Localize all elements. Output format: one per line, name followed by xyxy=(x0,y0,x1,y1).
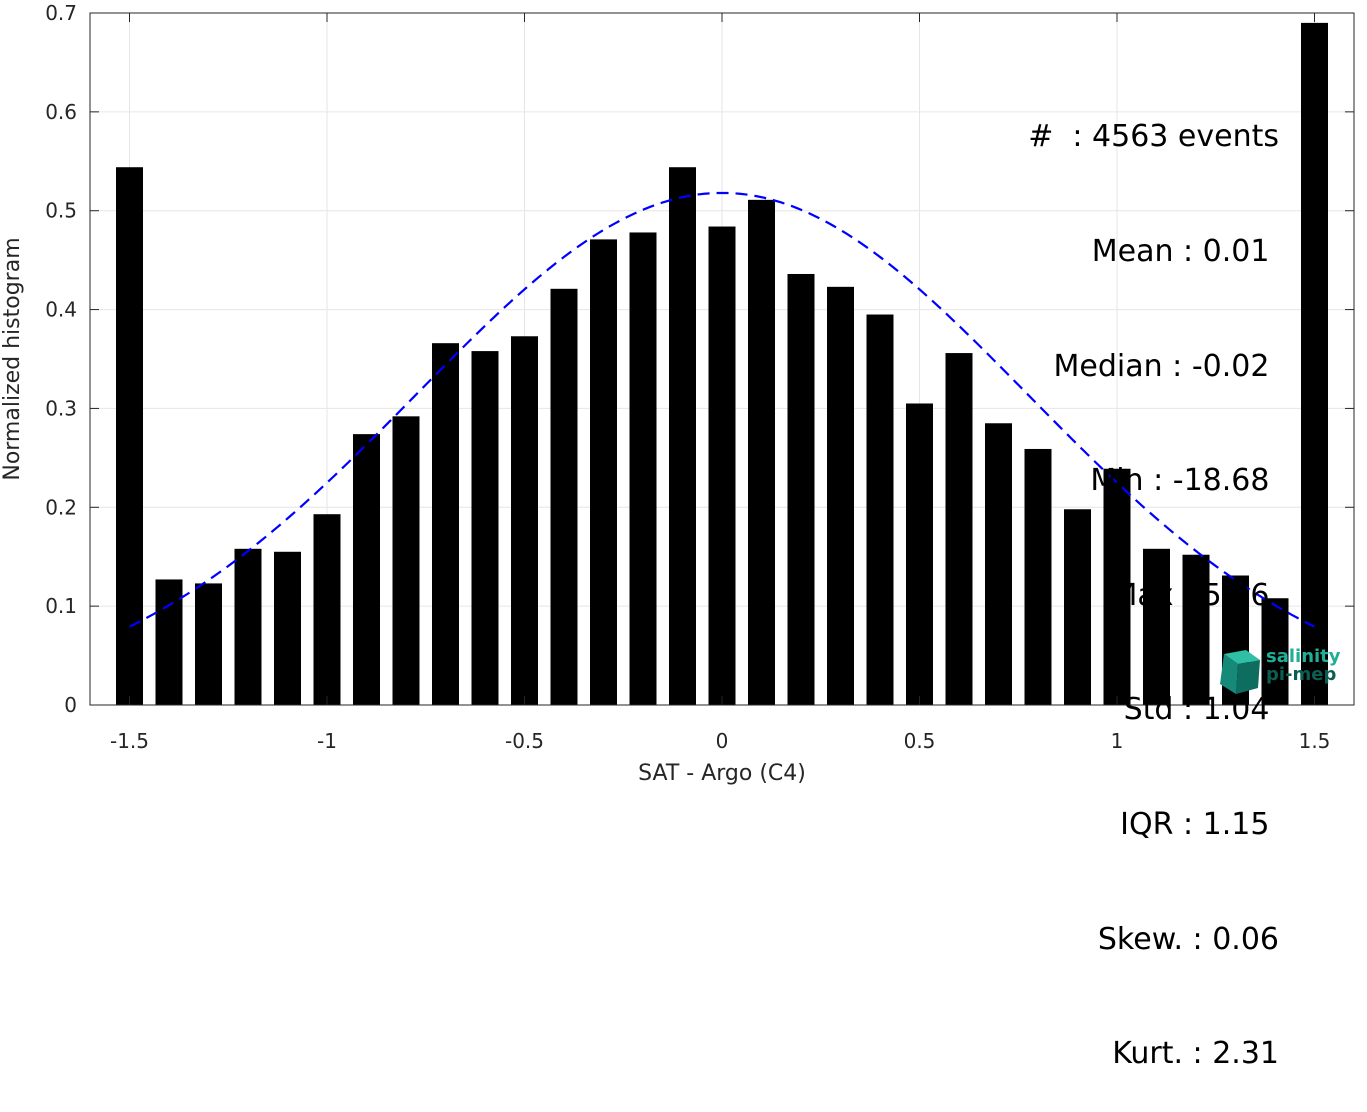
stat-std: Std : 1.04 xyxy=(1123,692,1279,728)
x-tick-label: -0.5 xyxy=(505,729,544,753)
logo-cube-icon xyxy=(1220,650,1260,694)
y-tick-label: 0.6 xyxy=(45,100,77,124)
histogram-bar xyxy=(1301,22,1328,705)
histogram-bar xyxy=(155,579,183,705)
histogram-chart: -1.5 -1 -0.5 0 0.5 1 1.5 0 0.1 0.2 0.3 0.4 0.5 0.6 0.7… xyxy=(0,1,1355,786)
histogram-bar xyxy=(669,167,696,705)
y-tick-label: 0 xyxy=(64,693,77,717)
histogram-bar xyxy=(432,343,459,705)
x-tick-label: 0 xyxy=(716,729,729,753)
histogram-bar xyxy=(1024,448,1052,705)
histogram-bar xyxy=(629,232,657,705)
stat-kurt: Kurt. : 2.31 xyxy=(1112,1036,1279,1072)
y-axis-title: Normalized histogram xyxy=(0,237,25,480)
stat-mean: Mean : 0.01 xyxy=(1091,234,1279,270)
y-tick-label: 0.4 xyxy=(45,298,77,322)
x-axis-title: SAT - Argo (C4) xyxy=(638,761,806,786)
histogram-bar xyxy=(234,548,262,705)
histogram-bar xyxy=(550,288,578,705)
histogram-bar xyxy=(313,514,341,705)
histogram-bar xyxy=(748,199,775,705)
histogram-bar xyxy=(866,314,894,705)
histogram-bar xyxy=(392,416,420,705)
y-tick-label: 0.2 xyxy=(45,495,77,519)
stat-min: Min : -18.68 xyxy=(1090,463,1279,499)
histogram-bar xyxy=(787,273,815,705)
histogram-bar xyxy=(1261,598,1289,705)
logo-line2: pi-mep xyxy=(1266,664,1337,685)
stat-median: Median : -0.02 xyxy=(1053,348,1279,384)
stat-max: Max : 5.26 xyxy=(1111,577,1279,613)
salinity-pimep-logo: salinity pi-mep xyxy=(1216,648,1346,694)
y-tick-label: 0.3 xyxy=(45,396,77,420)
histogram-bar xyxy=(1103,468,1131,705)
gaussian-fit-curve xyxy=(129,191,1315,628)
x-tick-label: 1.5 xyxy=(1299,729,1331,753)
y-tick-label: 0.5 xyxy=(45,199,77,223)
x-tick-label: 0.5 xyxy=(904,729,936,753)
histogram-bar xyxy=(1143,548,1170,705)
histogram-bar xyxy=(471,351,499,705)
x-tick-label: -1.5 xyxy=(110,729,149,753)
statistics-box: # : 4563 events Mean : 0.01 Median : -0.… xyxy=(1028,42,1279,1112)
stat-skew: Skew. : 0.06 xyxy=(1097,921,1279,957)
histogram-bar xyxy=(590,239,617,705)
logo-line1: salinity xyxy=(1266,646,1341,667)
stat-events: # : 4563 events xyxy=(1028,119,1279,155)
histogram-bar xyxy=(1064,509,1091,705)
histogram-bar xyxy=(353,434,380,705)
histogram-bar xyxy=(945,353,973,705)
histogram-bar xyxy=(116,167,143,705)
y-tick-label: 0.7 xyxy=(45,1,77,25)
histogram-bar xyxy=(1182,554,1210,705)
histogram-bar xyxy=(906,403,933,705)
histogram-bar xyxy=(274,551,301,705)
histogram-bar xyxy=(708,226,736,705)
histogram-bar xyxy=(827,286,854,705)
x-tick-label: -1 xyxy=(317,729,337,753)
histogram-bar xyxy=(195,583,222,705)
y-tick-label: 0.1 xyxy=(45,594,77,618)
stat-iqr: IQR : 1.15 xyxy=(1120,807,1279,843)
histogram-bar xyxy=(985,423,1012,705)
x-tick-label: 1 xyxy=(1111,729,1124,753)
histogram-bar xyxy=(511,336,538,705)
